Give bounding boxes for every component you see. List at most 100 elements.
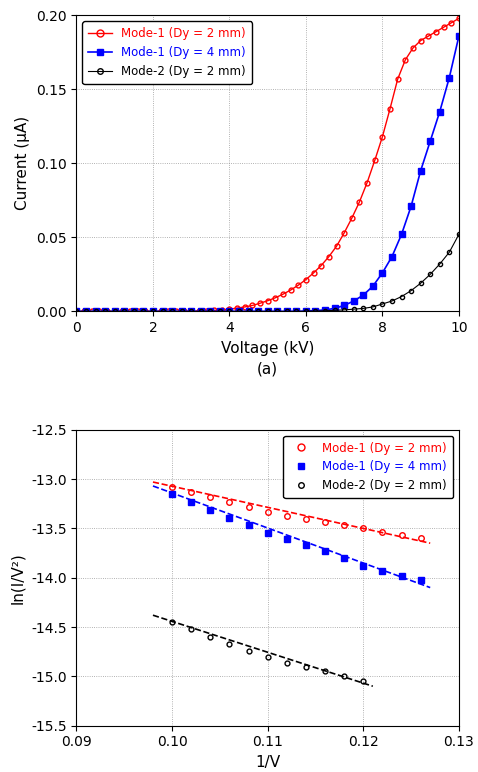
Mode-1 (Dy = 4 mm) xyxy=(360,561,366,571)
Mode-1 (Dy = 2 mm) xyxy=(399,530,404,540)
Mode-2 (Dy = 2 mm) xyxy=(160,306,165,316)
Mode-2 (Dy = 2 mm) xyxy=(274,306,280,316)
Mode-2 (Dy = 2 mm) xyxy=(446,248,452,257)
Mode-1 (Dy = 4 mm) xyxy=(131,306,137,316)
Mode-2 (Dy = 2 mm) xyxy=(265,652,271,662)
Mode-1 (Dy = 4 mm) xyxy=(446,73,452,83)
Mode-2 (Dy = 2 mm) xyxy=(207,632,213,642)
Mode-1 (Dy = 4 mm) xyxy=(160,306,165,316)
Mode-2 (Dy = 2 mm) xyxy=(284,306,290,316)
Mode-1 (Dy = 4 mm) xyxy=(236,306,242,316)
Mode-1 (Dy = 2 mm) xyxy=(322,518,328,527)
Mode-2 (Dy = 2 mm) xyxy=(227,306,232,316)
Mode-1 (Dy = 4 mm) xyxy=(399,230,404,239)
Mode-2 (Dy = 2 mm) xyxy=(293,306,299,316)
Mode-1 (Dy = 4 mm) xyxy=(341,554,347,563)
Mode-2 (Dy = 2 mm) xyxy=(408,286,414,295)
Mode-1 (Dy = 2 mm) xyxy=(326,252,332,261)
Mode-1 (Dy = 4 mm) xyxy=(456,32,462,41)
Mode-2 (Dy = 2 mm) xyxy=(313,306,318,316)
Mode-1 (Dy = 4 mm) xyxy=(389,252,395,261)
Mode-1 (Dy = 4 mm) xyxy=(265,306,271,316)
Mode-2 (Dy = 2 mm) xyxy=(360,677,366,686)
Mode-1 (Dy = 4 mm) xyxy=(303,540,309,550)
Mode-2 (Dy = 2 mm) xyxy=(418,279,424,288)
Mode-2 (Dy = 2 mm) xyxy=(131,306,137,316)
Mode-1 (Dy = 2 mm) xyxy=(418,533,424,543)
Mode-2 (Dy = 2 mm) xyxy=(93,306,98,316)
Mode-1 (Dy = 2 mm) xyxy=(207,493,213,502)
Mode-2 (Dy = 2 mm) xyxy=(227,639,232,648)
Mode-2 (Dy = 2 mm) xyxy=(169,618,175,627)
Mode-1 (Dy = 4 mm) xyxy=(217,306,223,316)
Mode-2 (Dy = 2 mm) xyxy=(102,306,108,316)
Mode-1 (Dy = 2 mm) xyxy=(196,306,202,316)
Mode-1 (Dy = 2 mm) xyxy=(341,521,347,530)
Mode-2 (Dy = 2 mm) xyxy=(255,306,261,316)
Mode-2 (Dy = 2 mm) xyxy=(198,306,204,316)
Mode-2 (Dy = 2 mm) xyxy=(380,300,385,309)
Mode-2 (Dy = 2 mm) xyxy=(188,306,194,316)
Mode-1 (Dy = 2 mm) xyxy=(456,14,462,23)
Mode-2 (Dy = 2 mm) xyxy=(141,306,146,316)
Mode-1 (Dy = 4 mm) xyxy=(380,566,385,575)
Mode-1 (Dy = 4 mm) xyxy=(303,306,309,316)
Mode-1 (Dy = 4 mm) xyxy=(322,547,328,556)
Mode-2 (Dy = 2 mm) xyxy=(389,296,395,306)
Mode-1 (Dy = 2 mm) xyxy=(448,19,454,28)
Mode-1 (Dy = 4 mm) xyxy=(399,571,404,581)
Mode-2 (Dy = 2 mm) xyxy=(188,625,194,634)
Mode-1 (Dy = 2 mm) xyxy=(158,306,163,316)
Mode-1 (Dy = 2 mm) xyxy=(188,306,194,316)
Mode-1 (Dy = 4 mm) xyxy=(188,497,194,506)
Mode-1 (Dy = 2 mm) xyxy=(74,306,79,316)
Mode-1 (Dy = 4 mm) xyxy=(274,306,280,316)
Mode-1 (Dy = 4 mm) xyxy=(332,303,337,313)
Mode-1 (Dy = 4 mm) xyxy=(112,306,118,316)
Mode-2 (Dy = 2 mm) xyxy=(456,230,462,239)
Mode-1 (Dy = 4 mm) xyxy=(246,521,251,530)
Mode-1 (Dy = 4 mm) xyxy=(418,575,424,584)
Mode-2 (Dy = 2 mm) xyxy=(322,306,328,316)
Mode-2 (Dy = 2 mm) xyxy=(207,306,213,316)
Mode-1 (Dy = 4 mm) xyxy=(313,306,318,315)
Mode-1 (Dy = 4 mm) xyxy=(227,513,232,522)
Mode-1 (Dy = 4 mm) xyxy=(265,529,271,538)
Mode-1 (Dy = 2 mm) xyxy=(169,482,175,492)
Line: Mode-2 (Dy = 2 mm): Mode-2 (Dy = 2 mm) xyxy=(75,232,461,313)
Mode-1 (Dy = 4 mm) xyxy=(427,137,433,146)
Mode-2 (Dy = 2 mm) xyxy=(74,306,79,316)
Mode-1 (Dy = 4 mm) xyxy=(179,306,185,316)
Mode-1 (Dy = 4 mm) xyxy=(246,306,251,316)
Mode-2 (Dy = 2 mm) xyxy=(360,303,366,313)
Mode-1 (Dy = 4 mm) xyxy=(102,306,108,316)
Mode-1 (Dy = 4 mm) xyxy=(322,305,328,314)
Mode-1 (Dy = 4 mm) xyxy=(169,489,175,499)
Text: (a): (a) xyxy=(257,361,278,377)
X-axis label: 1/V: 1/V xyxy=(255,755,280,770)
Mode-1 (Dy = 4 mm) xyxy=(360,290,366,300)
Line: Mode-1 (Dy = 2 mm): Mode-1 (Dy = 2 mm) xyxy=(169,484,424,541)
Mode-1 (Dy = 4 mm) xyxy=(93,306,98,316)
Mode-1 (Dy = 2 mm) xyxy=(303,514,309,523)
Mode-2 (Dy = 2 mm) xyxy=(236,306,242,316)
Mode-2 (Dy = 2 mm) xyxy=(169,306,175,316)
Mode-1 (Dy = 4 mm) xyxy=(121,306,127,316)
Mode-1 (Dy = 4 mm) xyxy=(341,301,347,310)
Mode-1 (Dy = 4 mm) xyxy=(207,306,213,316)
Mode-1 (Dy = 2 mm) xyxy=(188,487,194,496)
Mode-2 (Dy = 2 mm) xyxy=(370,303,376,312)
Mode-1 (Dy = 4 mm) xyxy=(150,306,156,316)
Mode-1 (Dy = 4 mm) xyxy=(169,306,175,316)
Mode-2 (Dy = 2 mm) xyxy=(112,306,118,316)
Mode-2 (Dy = 2 mm) xyxy=(341,305,347,314)
Mode-2 (Dy = 2 mm) xyxy=(246,306,251,316)
Mode-1 (Dy = 4 mm) xyxy=(437,107,443,117)
Mode-2 (Dy = 2 mm) xyxy=(179,306,185,316)
Mode-1 (Dy = 4 mm) xyxy=(227,306,232,316)
Mode-2 (Dy = 2 mm) xyxy=(351,304,357,313)
Mode-1 (Dy = 4 mm) xyxy=(284,306,290,316)
Legend: Mode-1 (Dy = 2 mm), Mode-1 (Dy = 4 mm), Mode-2 (Dy = 2 mm): Mode-1 (Dy = 2 mm), Mode-1 (Dy = 4 mm), … xyxy=(82,22,252,84)
Mode-2 (Dy = 2 mm) xyxy=(303,663,309,672)
Mode-2 (Dy = 2 mm) xyxy=(121,306,127,316)
